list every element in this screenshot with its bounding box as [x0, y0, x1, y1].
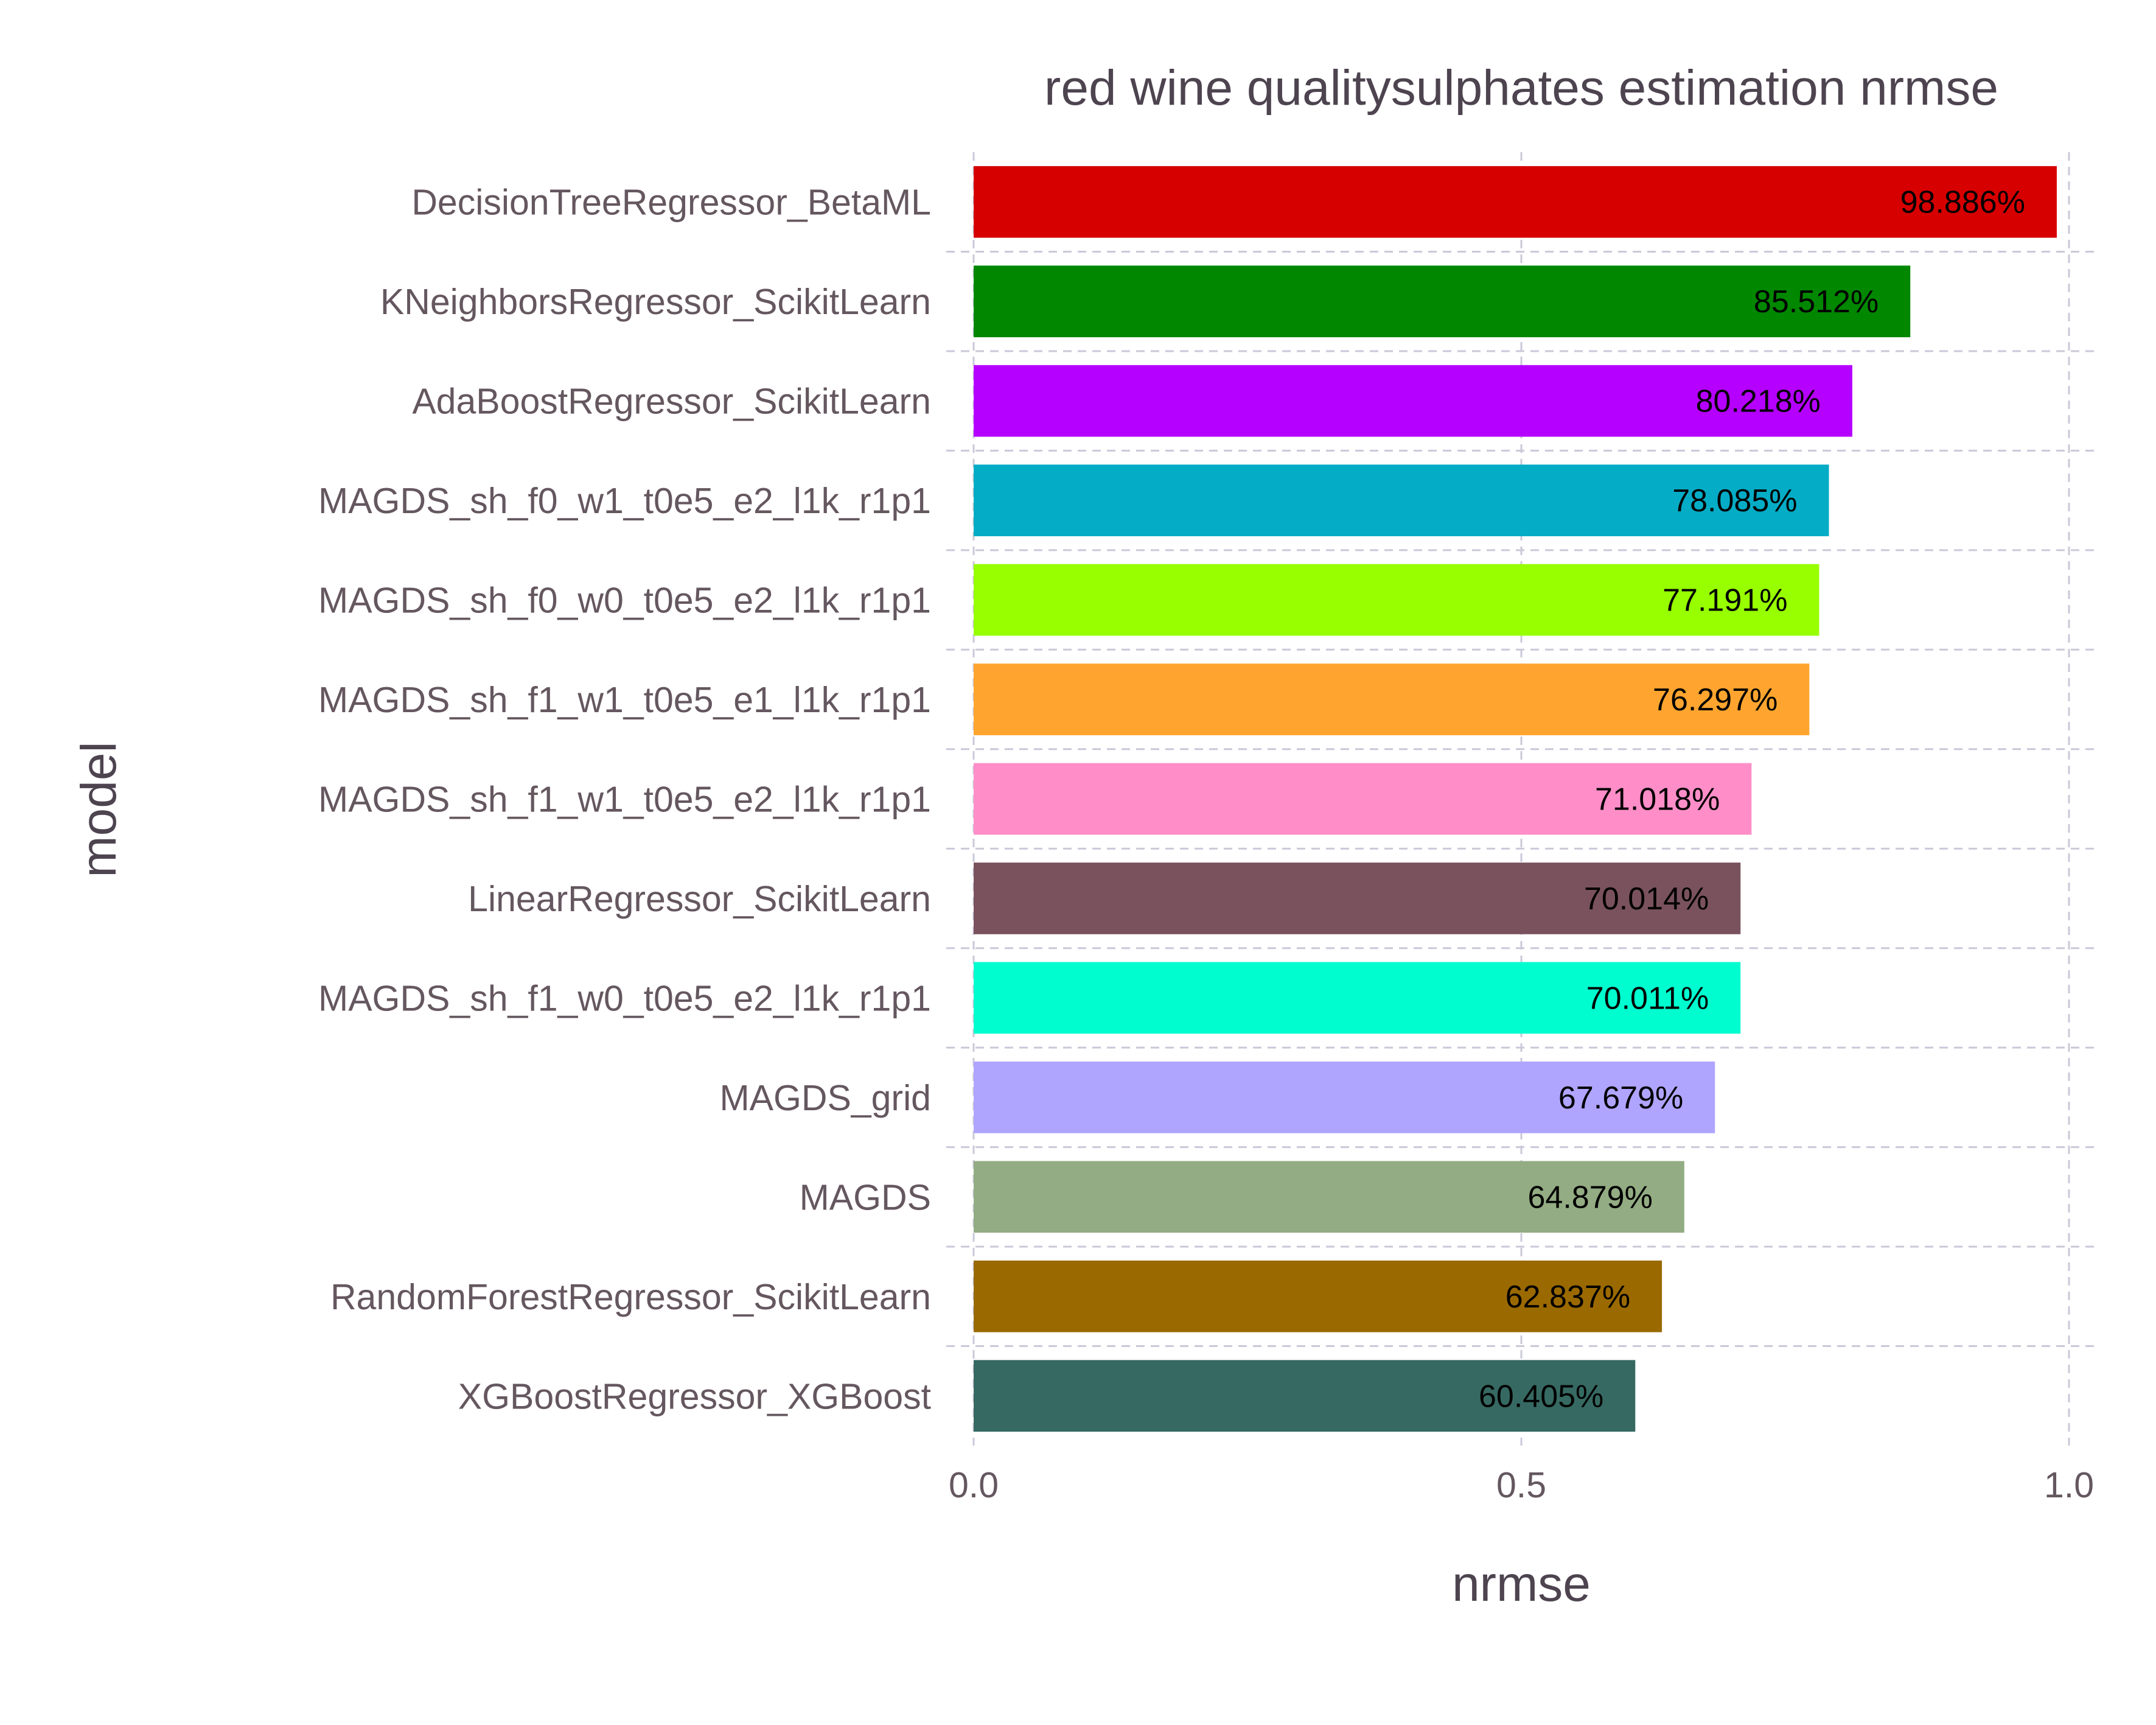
x-tick-labels: 0.0 0.5 1.0 [949, 1465, 2094, 1505]
x-tick-label: 1.0 [2044, 1465, 2094, 1505]
category-label: MAGDS_sh_f1_w1_t0e5_e1_l1k_r1p1 [318, 680, 931, 720]
bar-value-label: 70.014% [1584, 881, 1709, 917]
category-label: MAGDS_sh_f1_w0_t0e5_e2_l1k_r1p1 [318, 978, 931, 1018]
y-axis-title: model [71, 741, 127, 877]
category-label: MAGDS [800, 1177, 931, 1217]
category-label: KNeighborsRegressor_ScikitLearn [380, 282, 931, 322]
bar [974, 862, 1741, 934]
bar [974, 663, 1810, 735]
bar [974, 763, 1752, 835]
bar [974, 166, 2057, 238]
category-labels: DecisionTreeRegressor_BetaML KNeighborsRe… [318, 183, 931, 1417]
category-label: MAGDS_grid [719, 1078, 931, 1118]
bar-value-label: 80.218% [1696, 384, 1821, 419]
category-label: XGBoostRegressor_XGBoost [458, 1376, 931, 1416]
x-tick-label: 0.0 [949, 1465, 999, 1505]
category-label: AdaBoostRegressor_ScikitLearn [412, 382, 931, 422]
bar [974, 365, 1852, 437]
bar [974, 1062, 1715, 1133]
category-label: RandomForestRegressor_ScikitLearn [330, 1277, 931, 1317]
bar [974, 1360, 1636, 1432]
bar [974, 265, 1911, 338]
x-axis-title: nrmse [1452, 1556, 1591, 1612]
chart-title: red wine qualitysulphates estimation nrm… [1044, 60, 1998, 116]
bar [974, 564, 1819, 636]
bar [974, 1161, 1684, 1233]
bar-value-label: 62.837% [1505, 1279, 1630, 1315]
bar-value-label: 70.011% [1586, 981, 1709, 1016]
bar-value-label: 78.085% [1672, 483, 1797, 519]
bar-value-label: 67.679% [1558, 1080, 1683, 1116]
category-label: MAGDS_sh_f0_w0_t0e5_e2_l1k_r1p1 [318, 581, 931, 621]
bar-value-label: 76.297% [1653, 682, 1777, 718]
bar [974, 1260, 1662, 1332]
category-label: DecisionTreeRegressor_BetaML [411, 183, 931, 223]
bar-value-label: 85.512% [1754, 284, 1879, 320]
bar [974, 464, 1829, 536]
bar-value-label: 77.191% [1662, 583, 1787, 618]
bar-value-label: 71.018% [1595, 782, 1720, 817]
category-label: MAGDS_sh_f1_w1_t0e5_e2_l1k_r1p1 [318, 780, 931, 820]
bar-value-label: 98.886% [1900, 185, 2025, 220]
bar-value-label: 64.879% [1528, 1180, 1653, 1215]
bar-value-label: 60.405% [1479, 1379, 1603, 1414]
category-label: LinearRegressor_ScikitLearn [468, 879, 931, 919]
bar [974, 962, 1741, 1034]
x-tick-label: 0.5 [1496, 1465, 1546, 1505]
bar-layer: 98.886% 85.512% 80.218% 78.085% 77.191% 76.29… [974, 166, 2057, 1432]
category-label: MAGDS_sh_f0_w1_t0e5_e2_l1k_r1p1 [318, 481, 931, 521]
